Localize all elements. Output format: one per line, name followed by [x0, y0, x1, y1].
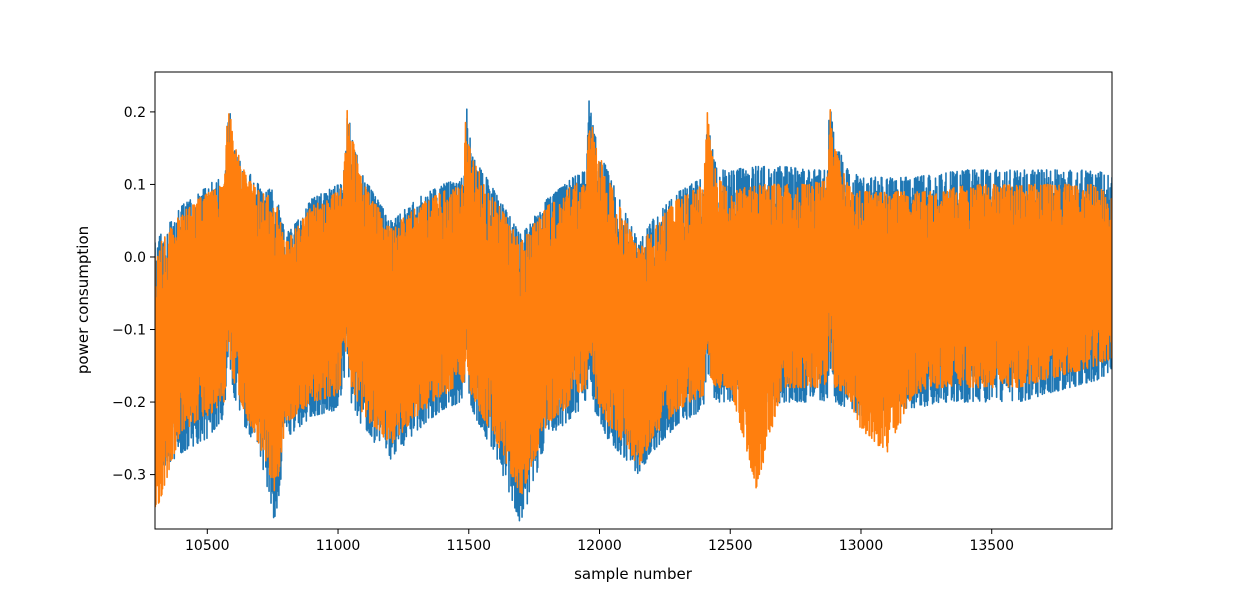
plot-frame	[154, 71, 1113, 530]
y-tick-label: 0.1	[124, 177, 146, 193]
x-axis: 10500 11000 11500 12000 12500 13000 13500	[185, 529, 1014, 554]
x-axis-label: sample number	[574, 565, 693, 583]
y-tick-label: 0.0	[124, 250, 146, 266]
x-tick-label: 12000	[577, 538, 622, 554]
y-axis-label: power consumption	[74, 226, 92, 374]
x-tick-label: 13500	[969, 538, 1014, 554]
series-line-2	[155, 109, 1112, 508]
y-tick-label: −0.2	[112, 395, 146, 411]
x-tick-label: 11500	[446, 538, 491, 554]
y-tick-label: −0.1	[112, 323, 146, 339]
x-tick-label: 11000	[316, 538, 361, 554]
x-tick-label: 10500	[185, 538, 230, 554]
x-tick-label: 12500	[708, 538, 753, 554]
x-tick-label: 13000	[839, 538, 884, 554]
series-layer	[155, 100, 1112, 522]
y-tick-label: 0.2	[124, 105, 146, 121]
y-axis: 0.2 0.1 0.0 −0.1 −0.2 −0.3	[112, 105, 155, 484]
y-tick-label: −0.3	[112, 468, 146, 484]
